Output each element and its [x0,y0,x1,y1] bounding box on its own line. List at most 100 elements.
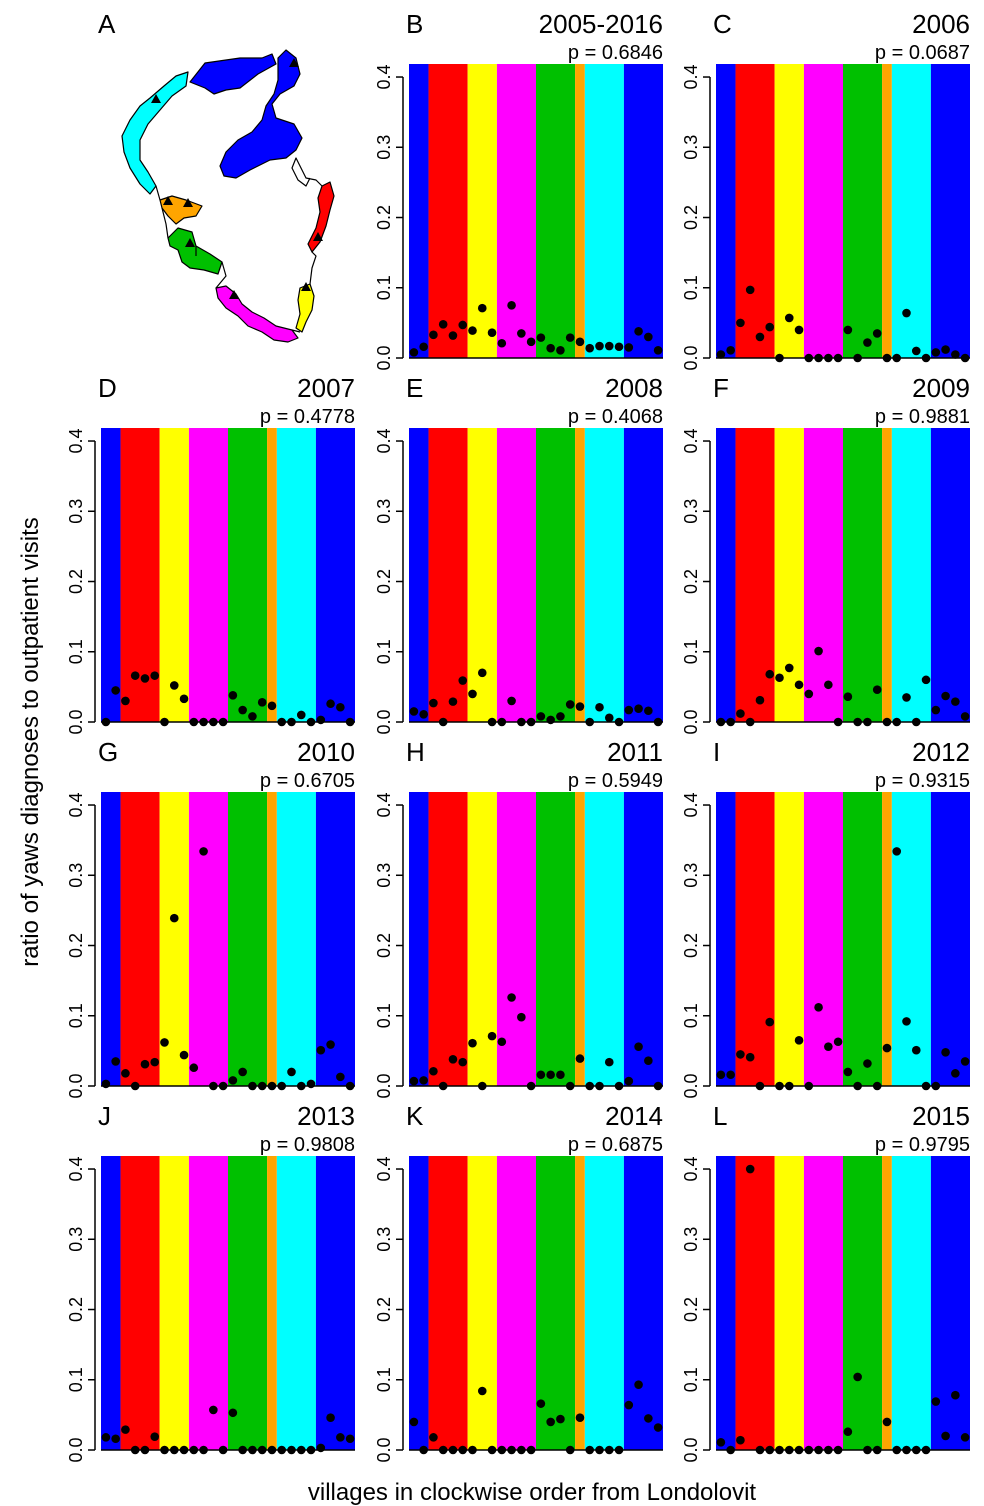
region-band [276,428,316,722]
data-point [556,712,565,721]
data-point [497,1037,507,1047]
data-point [882,1417,892,1427]
p-value-label: p = 0.0687 [875,42,970,64]
data-point [931,705,941,715]
data-point [872,1445,882,1455]
data-point [345,1081,355,1091]
data-point [140,1445,150,1455]
data-point [209,717,218,727]
data-point [863,1445,872,1455]
data-point [872,685,882,694]
region-band [575,1156,585,1450]
y-tick-label: 0.1 [374,275,394,300]
data-point [101,717,111,727]
data-point [130,671,140,680]
y-tick-label: 0.4 [374,1157,394,1182]
data-point [595,1445,604,1455]
data-point [653,1423,663,1432]
data-point [238,1445,247,1455]
data-point [911,1445,921,1455]
village-marker-icon [229,290,239,299]
region-band [101,792,121,1086]
y-tick-label: 0.4 [66,1157,86,1182]
panel-l: 0.0 0.1 0.2 0.3 0.4 L 2015 p = 0.9795 [681,1101,970,1463]
region-band [930,428,970,722]
region-band [536,428,576,722]
data-point [556,345,565,355]
panel-b: 0.0 0.1 0.2 0.3 0.4 B 2005-2016 p = 0.6846 [374,9,663,371]
p-value-label: p = 0.9795 [875,1134,970,1156]
data-point [468,326,477,335]
data-point [287,717,296,727]
data-point [296,1081,306,1091]
panel-letter: C [713,9,732,39]
data-point [121,1069,130,1078]
panel-f: 0.0 0.1 0.2 0.3 0.4 F 2009 p = 0.9881 [681,373,970,735]
data-point [468,689,477,699]
data-point [960,353,970,363]
y-tick-label: 0.3 [681,863,701,888]
p-value-label: p = 0.9315 [875,770,970,792]
data-point [497,338,507,348]
data-point [644,1414,653,1423]
data-point [565,1445,575,1455]
data-point [784,1445,794,1455]
data-point [199,1445,208,1455]
p-value-label: p = 0.6875 [568,1134,663,1156]
data-point [853,1372,862,1382]
y-tick-label: 0.3 [66,499,86,524]
y-tick-label: 0.2 [66,933,86,958]
region-band [496,1156,536,1450]
panel-h: 0.0 0.1 0.2 0.3 0.4 H 2011 p = 0.5949 [374,737,663,1099]
data-point [536,1070,546,1080]
data-point [911,717,921,727]
region-shape-green [167,227,223,275]
data-point [487,1031,497,1041]
data-point [941,1047,950,1057]
data-point [775,673,784,683]
region-band [623,428,663,722]
data-point [902,693,911,702]
data-point [487,717,497,727]
data-point [121,1425,130,1434]
data-point [409,348,419,357]
data-point [228,1076,238,1085]
data-point [872,329,882,338]
panel-title: 2012 [912,737,970,767]
data-point [429,330,438,340]
region-band [623,792,663,1086]
y-tick-label: 0.2 [681,569,701,594]
data-point [517,329,526,338]
data-point [556,1414,565,1424]
panel-d: 0.0 0.1 0.2 0.3 0.4 D 2007 p = 0.4778 [66,373,355,735]
data-point [892,353,902,363]
data-point [257,1445,267,1455]
data-point [736,1050,745,1059]
village-marker-icon [301,282,311,291]
data-point [429,698,438,708]
y-tick-label: 0.1 [374,639,394,664]
data-point [468,1038,477,1048]
region-band [188,1156,228,1450]
data-point [316,715,326,725]
data-point [507,696,516,706]
data-point [614,1445,624,1455]
region-band [228,792,268,1086]
region-band [882,428,892,722]
data-point [326,1040,335,1049]
data-point [536,712,546,721]
data-point [477,668,487,678]
data-point [736,709,745,718]
data-point [624,705,634,715]
y-tick-label: 0.2 [374,1297,394,1322]
data-point [419,342,428,352]
region-band [159,1156,189,1450]
panel-title: 2006 [912,9,970,39]
data-point [902,1017,911,1026]
panel-letter: F [713,373,729,403]
data-point [833,1445,843,1455]
y-tick-label: 0.3 [374,863,394,888]
data-point [228,691,238,700]
region-band [120,792,160,1086]
